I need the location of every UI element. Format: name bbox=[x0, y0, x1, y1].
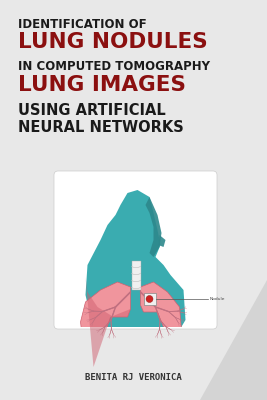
Text: NEURAL NETWORKS: NEURAL NETWORKS bbox=[18, 120, 184, 135]
Text: IN COMPUTED TOMOGRAPHY: IN COMPUTED TOMOGRAPHY bbox=[18, 60, 210, 73]
Text: Nodule: Nodule bbox=[210, 297, 226, 301]
Polygon shape bbox=[146, 197, 162, 257]
Text: BENITA RJ VERONICA: BENITA RJ VERONICA bbox=[85, 374, 181, 382]
FancyBboxPatch shape bbox=[54, 171, 217, 329]
Polygon shape bbox=[80, 282, 131, 367]
Polygon shape bbox=[200, 280, 267, 400]
Polygon shape bbox=[85, 190, 186, 330]
Polygon shape bbox=[140, 282, 182, 352]
Ellipse shape bbox=[146, 296, 153, 302]
Text: LUNG IMAGES: LUNG IMAGES bbox=[18, 75, 186, 95]
Text: LUNG NODULES: LUNG NODULES bbox=[18, 32, 208, 52]
Polygon shape bbox=[85, 277, 131, 367]
Text: USING ARTIFICIAL: USING ARTIFICIAL bbox=[18, 103, 166, 118]
Bar bbox=[132, 261, 140, 290]
Bar bbox=[143, 293, 155, 305]
Text: IDENTIFICATION OF: IDENTIFICATION OF bbox=[18, 18, 147, 31]
Polygon shape bbox=[159, 235, 166, 247]
